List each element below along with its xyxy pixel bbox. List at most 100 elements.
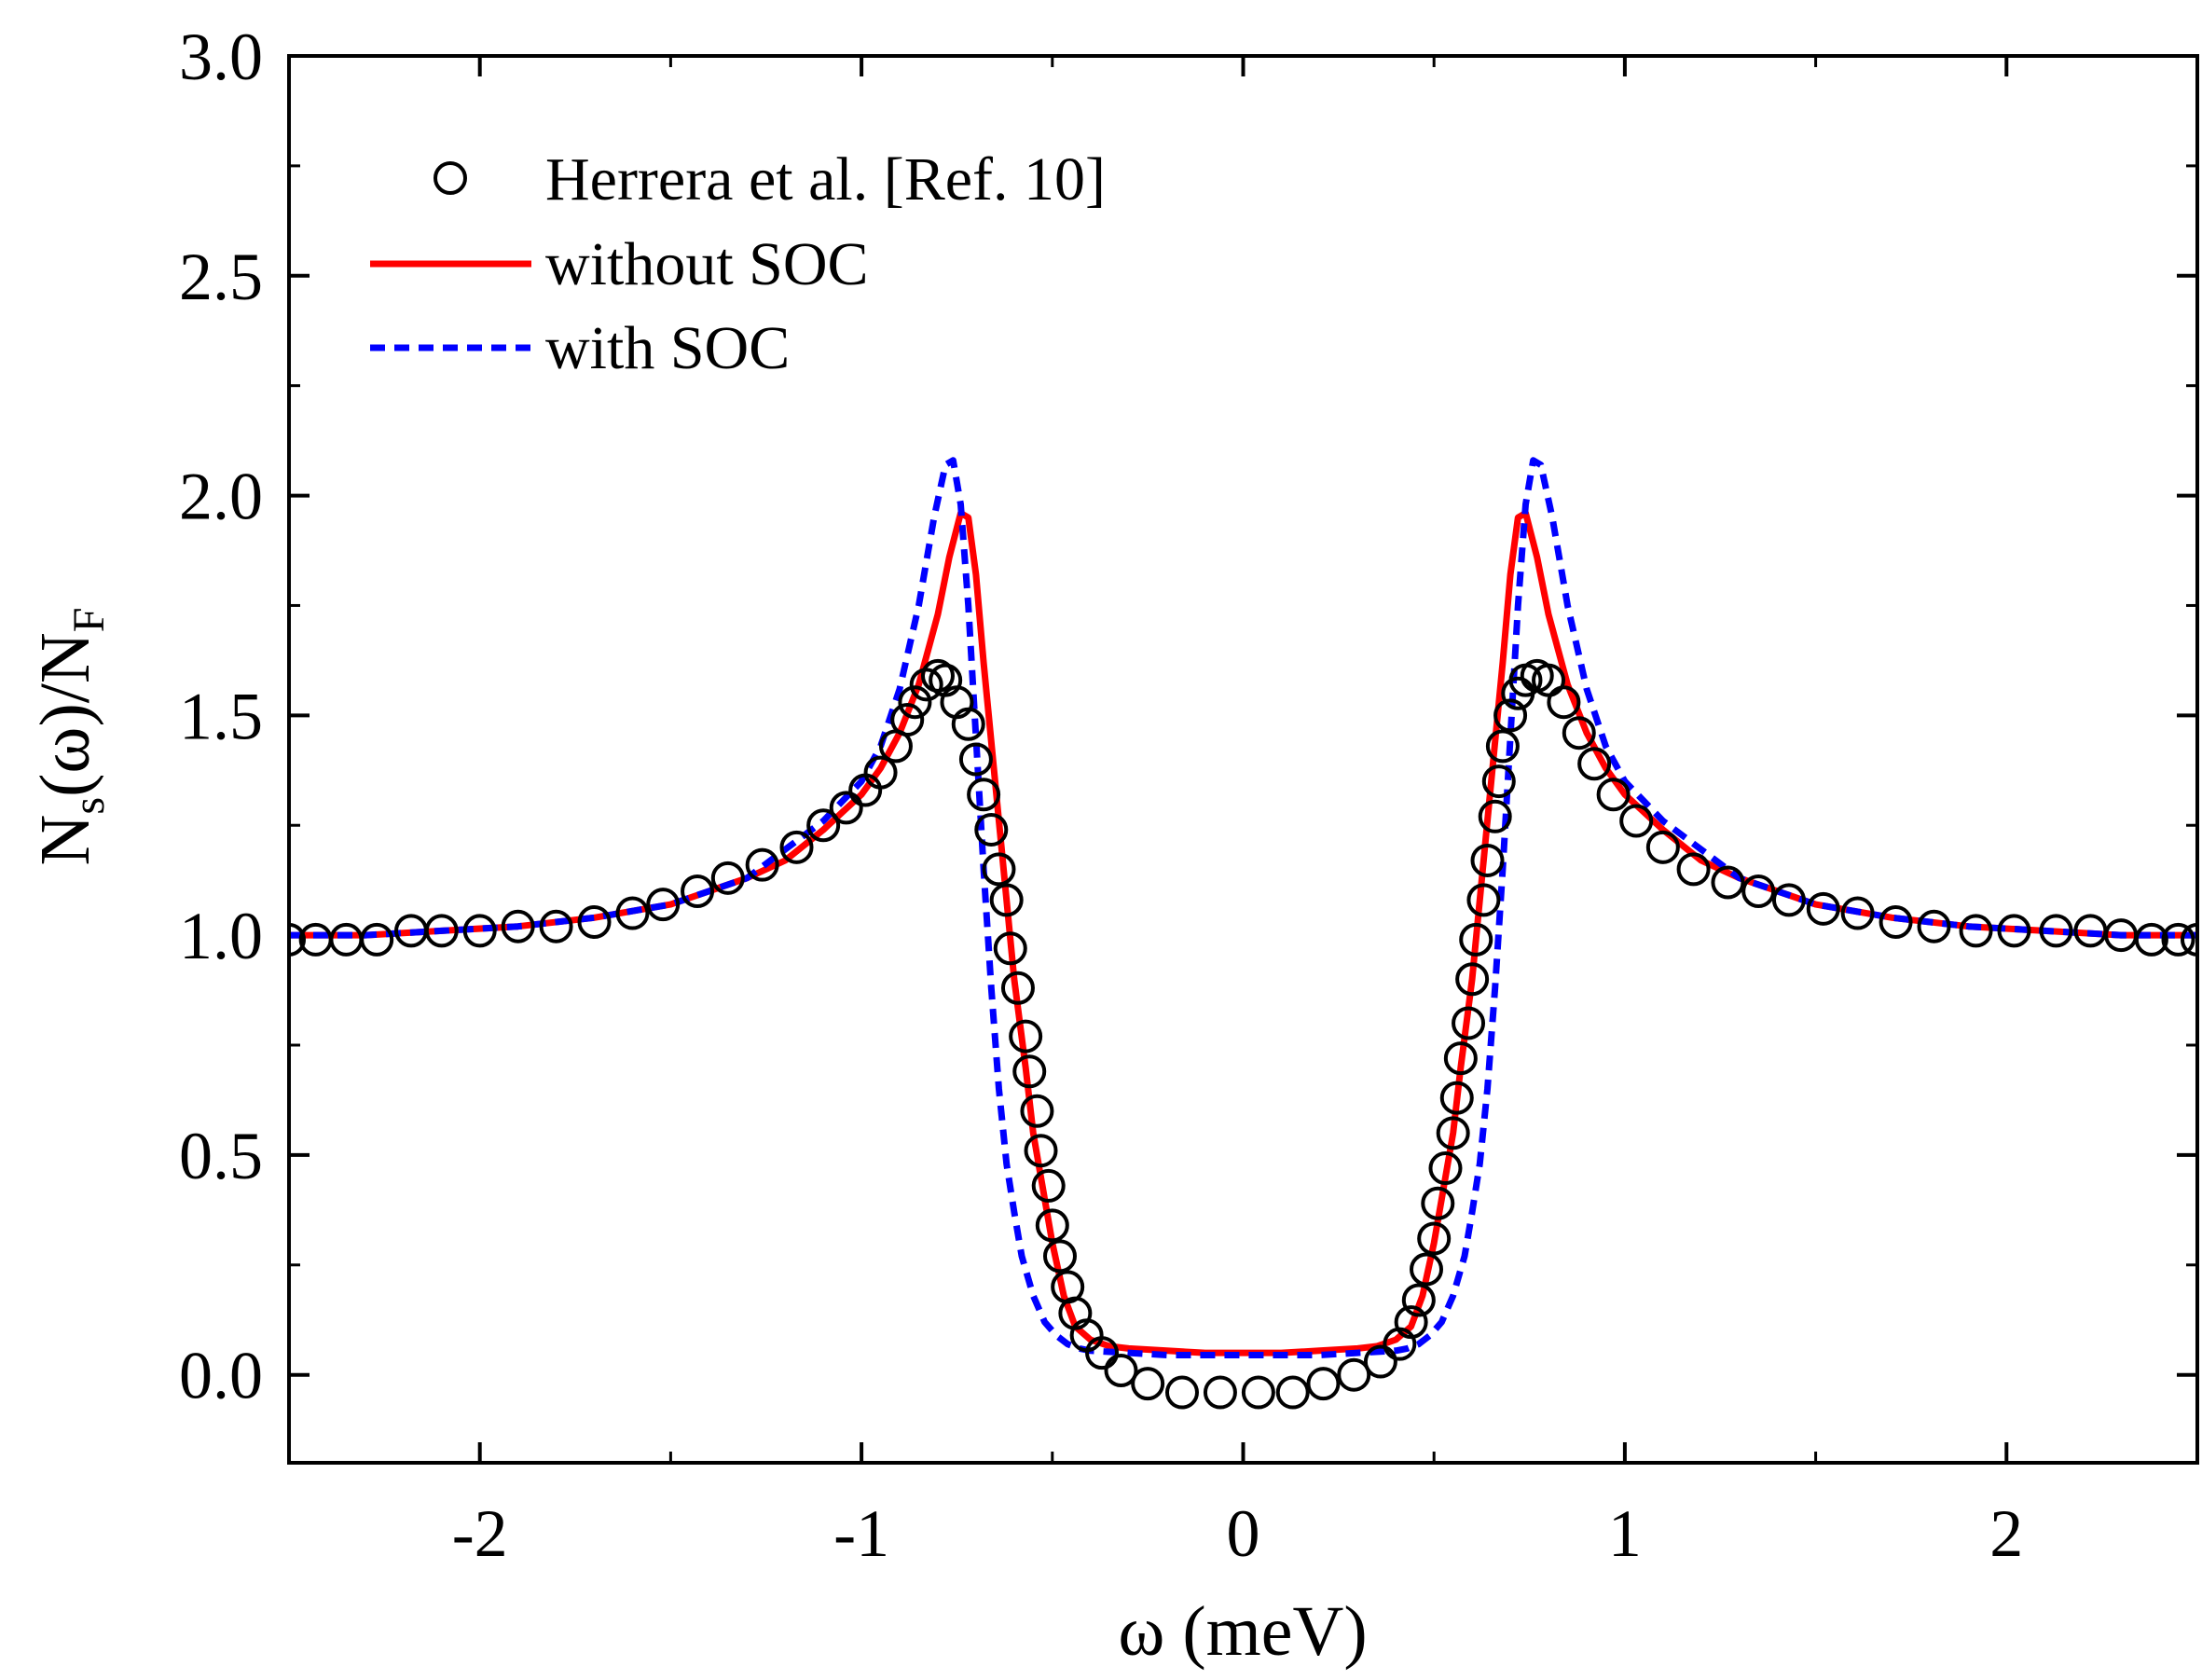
data-point-herrera-et-al-ref-10: [1443, 1041, 1478, 1076]
y-tick-label: 1.0: [179, 899, 263, 973]
data-point-herrera-et-al-ref-10: [1337, 1357, 1371, 1392]
legend: Herrera et al. [Ref. 10] without SOC wit…: [370, 145, 1106, 382]
y-tick-label: 3.0: [179, 20, 263, 94]
data-point-herrera-et-al-ref-10: [982, 852, 1016, 887]
data-point-herrera-et-al-ref-10: [1410, 1252, 1444, 1287]
data-point-herrera-et-al-ref-10: [989, 883, 1024, 917]
data-point-herrera-et-al-ref-10: [424, 914, 459, 948]
y-tick-label: 2.0: [179, 460, 263, 534]
data-point-herrera-et-al-ref-10: [1485, 729, 1520, 764]
data-point-herrera-et-al-ref-10: [1493, 698, 1528, 733]
data-point-herrera-et-al-ref-10: [1042, 1239, 1077, 1274]
data-point-herrera-et-al-ref-10: [1000, 971, 1035, 1005]
data-point-herrera-et-al-ref-10: [1997, 914, 2031, 948]
data-point-herrera-et-al-ref-10: [1478, 799, 1512, 833]
data-point-herrera-et-al-ref-10: [1547, 685, 1581, 720]
data-point-herrera-et-al-ref-10: [1645, 830, 1680, 864]
data-point-herrera-et-al-ref-10: [577, 904, 612, 939]
data-point-herrera-et-al-ref-10: [1577, 747, 1612, 781]
data-point-herrera-et-al-ref-10: [646, 888, 681, 922]
data-point-herrera-et-al-ref-10: [2161, 922, 2195, 957]
y-tick-label: 0.0: [179, 1339, 263, 1413]
data-point-herrera-et-al-ref-10: [1203, 1375, 1237, 1410]
x-tick-label: -2: [452, 1496, 508, 1571]
x-tick-label: 2: [1989, 1496, 2023, 1571]
data-point-herrera-et-al-ref-10: [1481, 764, 1516, 799]
series-line-with-soc: [289, 457, 2197, 1358]
data-point-herrera-et-al-ref-10: [1771, 883, 1806, 917]
data-point-herrera-et-al-ref-10: [1711, 865, 1745, 900]
data-point-herrera-et-al-ref-10: [1436, 1116, 1470, 1150]
data-point-herrera-et-al-ref-10: [539, 909, 573, 943]
data-point-herrera-et-al-ref-10: [1459, 922, 1493, 957]
data-point-herrera-et-al-ref-10: [1164, 1375, 1199, 1410]
data-point-herrera-et-al-ref-10: [1840, 896, 1875, 930]
data-point-herrera-et-al-ref-10: [967, 778, 1001, 812]
data-point-herrera-et-al-ref-10: [1012, 1054, 1047, 1089]
ticks-layer: -2 -1 0 1 2 0.0 0.5 1.0 1.5 2.0 2.5 3.0: [179, 20, 2199, 1571]
data-point-herrera-et-al-ref-10: [1466, 883, 1501, 917]
data-point-herrera-et-al-ref-10: [710, 861, 745, 895]
data-point-herrera-et-al-ref-10: [1676, 852, 1711, 887]
data-point-herrera-et-al-ref-10: [1085, 1336, 1120, 1370]
series-layer: [289, 457, 2197, 1410]
data-point-herrera-et-al-ref-10: [909, 668, 943, 702]
legend-label-without-soc: without SOC: [545, 230, 869, 298]
y-tick-label: 2.5: [179, 240, 263, 314]
data-point-herrera-et-al-ref-10: [1959, 914, 1993, 948]
data-point-herrera-et-al-ref-10: [1131, 1367, 1165, 1401]
data-point-herrera-et-al-ref-10: [1417, 1221, 1452, 1256]
plot-frame: [287, 54, 2199, 1465]
data-point-herrera-et-al-ref-10: [745, 847, 779, 882]
data-point-herrera-et-al-ref-10: [1306, 1367, 1341, 1401]
svg-text:Ns(ω)/NF: Ns(ω)/NF: [26, 608, 114, 866]
y-axis-title: Ns(ω)/NF: [26, 608, 114, 866]
data-point-herrera-et-al-ref-10: [1439, 1081, 1474, 1115]
data-point-herrera-et-al-ref-10: [898, 685, 932, 720]
data-point-herrera-et-al-ref-10: [1035, 1208, 1069, 1243]
data-point-herrera-et-al-ref-10: [1009, 1019, 1043, 1053]
data-point-herrera-et-al-ref-10: [289, 922, 306, 957]
y-axis-title-sub-s: s: [64, 797, 114, 815]
data-point-herrera-et-al-ref-10: [1619, 804, 1654, 838]
legend-label-herrera: Herrera et al. [Ref. 10]: [545, 145, 1106, 213]
data-point-herrera-et-al-ref-10: [1806, 891, 1840, 926]
data-point-herrera-et-al-ref-10: [1401, 1283, 1436, 1317]
data-point-herrera-et-al-ref-10: [1917, 909, 1951, 943]
y-tick-label: 1.5: [179, 679, 263, 753]
data-point-herrera-et-al-ref-10: [890, 703, 925, 737]
data-point-herrera-et-al-ref-10: [360, 922, 394, 957]
x-axis-title: ω (meV): [1118, 1592, 1367, 1671]
y-axis-title-mid: (ω)/N: [26, 632, 104, 797]
data-point-herrera-et-al-ref-10: [1452, 1006, 1486, 1040]
data-point-herrera-et-al-ref-10: [1031, 1168, 1066, 1203]
data-point-herrera-et-al-ref-10: [1275, 1375, 1310, 1410]
data-point-herrera-et-al-ref-10: [1879, 904, 1913, 939]
x-tick-label: 0: [1227, 1496, 1260, 1571]
data-point-herrera-et-al-ref-10: [501, 909, 535, 943]
data-point-herrera-et-al-ref-10: [1741, 874, 1776, 908]
data-point-herrera-et-al-ref-10: [681, 874, 715, 908]
data-point-herrera-et-al-ref-10: [1596, 778, 1631, 812]
data-point-herrera-et-al-ref-10: [806, 808, 841, 843]
y-axis-title-sub-f: F: [64, 608, 114, 633]
data-point-herrera-et-al-ref-10: [2039, 914, 2073, 948]
data-point-herrera-et-al-ref-10: [993, 931, 1027, 966]
legend-label-with-soc: with SOC: [545, 314, 790, 382]
data-point-herrera-et-al-ref-10: [1363, 1344, 1397, 1379]
data-point-herrera-et-al-ref-10: [951, 707, 985, 741]
y-axis-title-main: N: [26, 815, 104, 866]
data-point-herrera-et-al-ref-10: [1562, 716, 1596, 750]
data-point-herrera-et-al-ref-10: [863, 755, 898, 790]
data-point-herrera-et-al-ref-10: [779, 830, 814, 864]
x-tick-label: -1: [833, 1496, 889, 1571]
data-point-herrera-et-al-ref-10: [1020, 1094, 1054, 1128]
data-point-herrera-et-al-ref-10: [462, 914, 497, 948]
data-point-herrera-et-al-ref-10: [1532, 663, 1566, 697]
y-tick-label: 0.5: [179, 1119, 263, 1193]
data-point-herrera-et-al-ref-10: [1455, 962, 1490, 997]
data-point-herrera-et-al-ref-10: [1394, 1305, 1428, 1340]
data-point-herrera-et-al-ref-10: [974, 812, 1009, 847]
data-point-herrera-et-al-ref-10: [1024, 1134, 1058, 1168]
